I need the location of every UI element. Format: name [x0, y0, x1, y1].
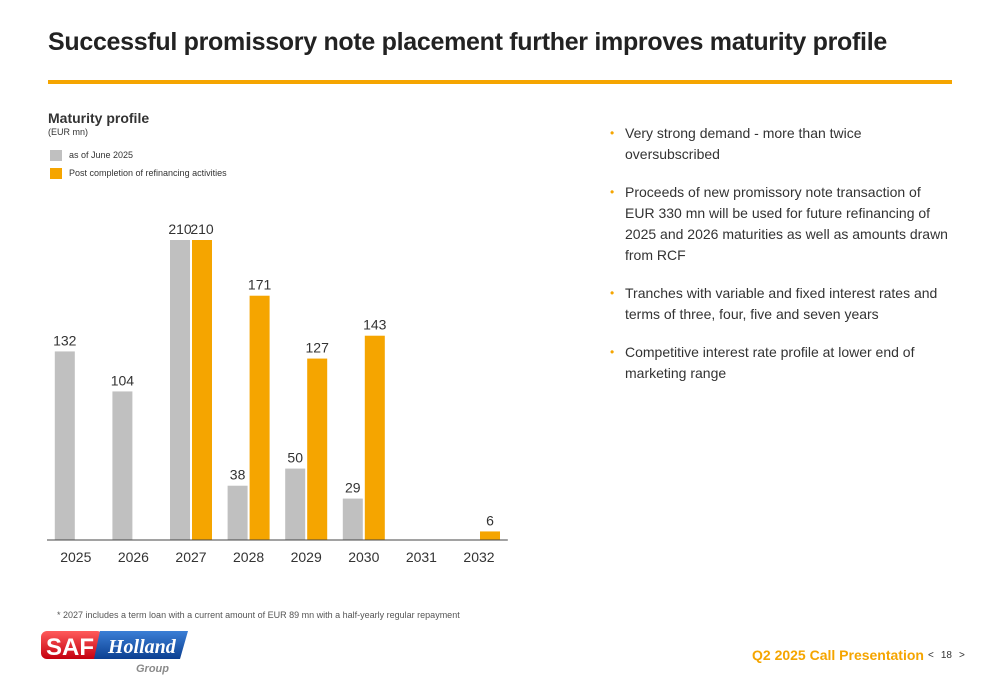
- legend-item-post-refinancing: Post completion of refinancing activitie…: [50, 167, 227, 179]
- footnote: * 2027 includes a term loan with a curre…: [57, 610, 460, 620]
- x-tick-label: 2027: [175, 549, 206, 565]
- bullet-text: Very strong demand - more than twice ove…: [625, 125, 862, 162]
- data-label: 171: [248, 277, 272, 293]
- next-page-button[interactable]: >: [958, 650, 965, 661]
- data-label: 127: [306, 340, 330, 356]
- legend-label: as of June 2025: [69, 150, 134, 160]
- bullet-dot-icon: •: [610, 286, 615, 300]
- data-label: 38: [230, 467, 246, 483]
- bar-june-2025: [227, 485, 248, 540]
- slide-title: Successful promissory note placement fur…: [48, 28, 887, 56]
- x-tick-label: 2031: [406, 549, 437, 565]
- data-label: 50: [287, 450, 303, 466]
- bar-post-refinancing: [192, 240, 212, 540]
- bullet-item: • Tranches with variable and fixed inter…: [608, 283, 948, 325]
- page-number: 18: [940, 650, 952, 661]
- legend-label: Post completion of refinancing activitie…: [69, 168, 227, 178]
- data-label: 210: [168, 221, 192, 237]
- bar-june-2025: [285, 468, 306, 540]
- x-tick-label: 2029: [291, 549, 322, 565]
- data-label: 143: [363, 317, 387, 333]
- data-label: 104: [111, 372, 135, 388]
- bullet-list: • Very strong demand - more than twice o…: [608, 123, 948, 401]
- x-tick-label: 2026: [118, 549, 149, 565]
- bar-post-refinancing: [307, 358, 328, 540]
- data-label: 6: [486, 512, 494, 528]
- logo-blue-block: [94, 631, 188, 659]
- bullet-text: Proceeds of new promissory note transact…: [625, 184, 948, 263]
- data-label: 29: [345, 480, 361, 496]
- bar-june-2025: [54, 351, 75, 540]
- bullet-dot-icon: •: [610, 126, 615, 140]
- data-label: 210: [190, 221, 214, 237]
- bullet-item: • Proceeds of new promissory note transa…: [608, 182, 948, 266]
- bar-post-refinancing: [249, 295, 270, 540]
- chart-unit: (EUR mn): [48, 127, 88, 137]
- bar-post-refinancing: [364, 335, 385, 540]
- title-divider: [48, 80, 952, 84]
- x-tick-label: 2025: [60, 549, 91, 565]
- bullet-text: Competitive interest rate profile at low…: [625, 344, 915, 381]
- saf-holland-logo: SAF Holland Group: [41, 631, 188, 675]
- x-tick-label: 2030: [348, 549, 379, 565]
- data-label: 132: [53, 332, 77, 348]
- bullet-dot-icon: •: [610, 345, 615, 359]
- logo-red-block: [41, 631, 103, 659]
- bullet-dot-icon: •: [610, 185, 615, 199]
- logo-text-sub: Group: [136, 663, 169, 675]
- logo-text-script: Holland: [107, 636, 177, 658]
- prev-page-button[interactable]: <: [928, 650, 934, 661]
- presentation-title: Q2 2025 Call Presentation: [752, 647, 924, 663]
- chart-title: Maturity profile: [48, 110, 150, 126]
- legend-swatch-orange: [50, 167, 62, 179]
- legend-swatch-grey: [50, 149, 62, 161]
- bullet-item: • Competitive interest rate profile at l…: [608, 342, 948, 384]
- legend-item-june-2025: as of June 2025: [50, 149, 133, 161]
- bar-june-2025: [170, 240, 190, 540]
- x-tick-label: 2028: [233, 549, 264, 565]
- bar-june-2025: [112, 391, 133, 540]
- bar-june-2025: [342, 498, 363, 540]
- logo-text-main: SAF: [46, 634, 94, 661]
- x-tick-label: 2032: [463, 549, 494, 565]
- bullet-item: • Very strong demand - more than twice o…: [608, 123, 948, 165]
- bullet-text: Tranches with variable and fixed interes…: [625, 285, 938, 322]
- page-navigator: < 18 >: [926, 650, 967, 661]
- bar-post-refinancing: [480, 531, 500, 540]
